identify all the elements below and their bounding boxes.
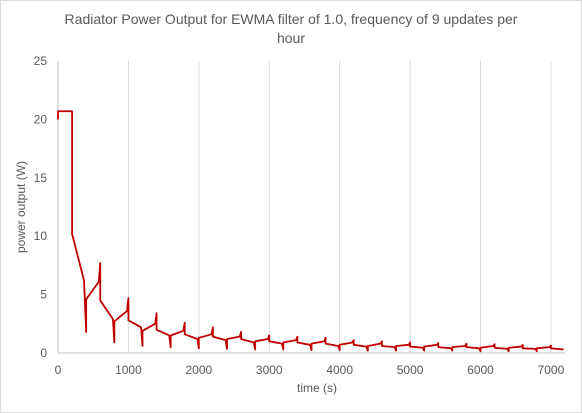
x-axis-tick-labels: 0 1000 2000 3000 4000 5000 6000 7000 (55, 363, 565, 377)
x-tick-label-5000: 5000 (397, 363, 424, 377)
y-axis-tick-labels: 0 5 10 15 20 25 (34, 54, 48, 360)
series-line-0 (57, 110, 564, 353)
y-tick-label-10: 10 (34, 229, 48, 243)
y-axis-title: power output (W) (14, 161, 28, 253)
y-tick-label-0: 0 (40, 346, 47, 360)
x-tick-label-3000: 3000 (256, 363, 283, 377)
axes (57, 61, 565, 354)
y-tick-label-20: 20 (34, 112, 48, 126)
x-tick-label-6000: 6000 (467, 363, 494, 377)
vertical-gridlines (127, 61, 552, 353)
x-tick-label-2000: 2000 (185, 363, 212, 377)
y-tick-label-25: 25 (34, 54, 48, 68)
chart-title: Radiator Power Output for EWMA filter of… (65, 11, 518, 46)
series-lines (57, 110, 564, 353)
x-tick-label-0: 0 (55, 363, 62, 377)
chart-title-line-2: hour (277, 30, 305, 46)
x-tick-label-4000: 4000 (326, 363, 353, 377)
x-axis-title: time (s) (297, 381, 337, 395)
y-tick-label-15: 15 (34, 171, 48, 185)
x-tick-label-1000: 1000 (115, 363, 142, 377)
y-tick-label-5: 5 (40, 288, 47, 302)
x-tick-label-7000: 7000 (538, 363, 565, 377)
chart-title-line-1: Radiator Power Output for EWMA filter of… (65, 11, 518, 27)
